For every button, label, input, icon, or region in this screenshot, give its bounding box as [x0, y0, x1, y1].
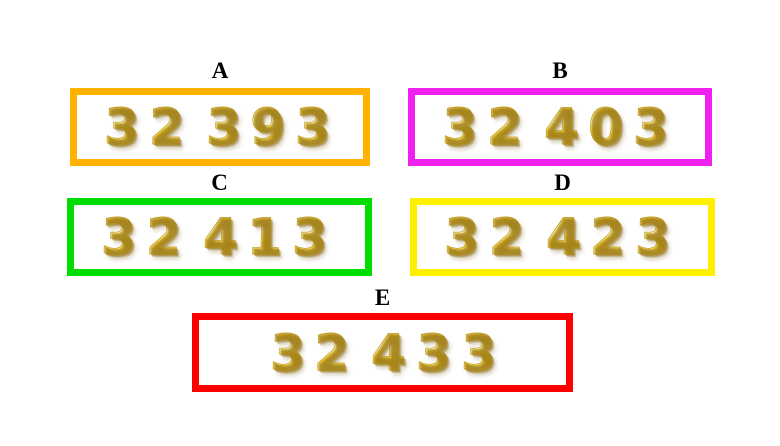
digit: 3 [460, 323, 496, 382]
digit: 2 [486, 98, 523, 157]
option-label-c: C [211, 170, 228, 195]
digit: 4 [543, 98, 579, 157]
digit: 9 [249, 98, 286, 157]
digit: 1 [246, 208, 283, 267]
digit: 3 [100, 208, 137, 267]
option-box-e[interactable]: 3 2 4 3 3 [192, 313, 573, 392]
digit-group-e: 3 2 4 3 3 [199, 320, 566, 385]
digit: 3 [443, 208, 480, 267]
digit-group-b: 3 2 4 0 3 [415, 95, 727, 159]
digit-group-c: 3 2 4 1 3 [74, 205, 387, 269]
option-box-b[interactable]: 3 2 4 0 3 [408, 88, 712, 166]
digit: 3 [103, 98, 140, 157]
digit: 2 [589, 208, 626, 267]
option-box-d[interactable]: 3 2 4 2 3 [410, 198, 715, 276]
option-label-d: D [554, 170, 571, 195]
digit: 3 [634, 208, 671, 267]
option-label-a: A [211, 58, 229, 83]
digit: 0 [587, 98, 624, 157]
digit: 2 [148, 98, 185, 157]
digit: 3 [291, 208, 328, 267]
digit: 4 [545, 208, 581, 267]
option-box-c[interactable]: 3 2 4 1 3 [67, 198, 372, 276]
option-label-e: E [374, 285, 391, 310]
digit: 2 [313, 323, 350, 382]
digit: 3 [632, 98, 669, 157]
digit: 3 [415, 323, 452, 382]
option-panel-c[interactable]: C 3 2 4 1 3 [67, 170, 372, 280]
digit: 4 [202, 208, 238, 267]
digit: 3 [294, 98, 331, 157]
digit: 2 [145, 208, 182, 267]
option-panel-d[interactable]: D 3 2 4 2 3 [410, 170, 715, 280]
option-box-a[interactable]: 3 2 3 9 3 [70, 88, 370, 166]
option-panel-e[interactable]: E 3 2 4 3 3 [192, 285, 573, 395]
digit: 3 [268, 323, 305, 382]
digit: 4 [370, 323, 407, 382]
digit-group-a: 3 2 3 9 3 [77, 95, 385, 159]
digit: 3 [205, 98, 241, 157]
digit-group-d: 3 2 4 2 3 [417, 205, 730, 269]
digit: 2 [488, 208, 525, 267]
option-panel-b[interactable]: B 3 2 4 0 3 [408, 58, 712, 168]
option-panel-a[interactable]: A 3 2 3 9 3 [70, 58, 370, 168]
digit: 3 [441, 98, 478, 157]
option-label-b: B [552, 58, 568, 83]
